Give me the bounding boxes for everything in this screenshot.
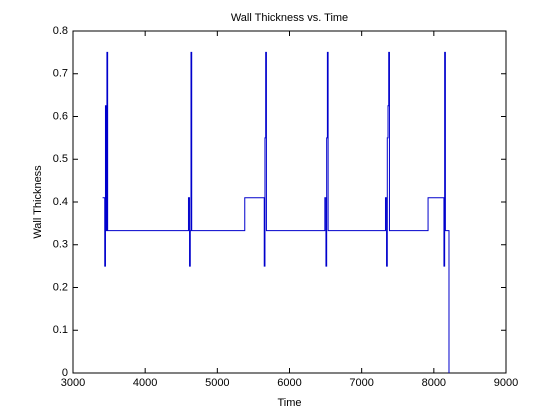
- y-tick-label: 0.8: [53, 25, 68, 37]
- y-tick-label: 0: [62, 367, 68, 379]
- plot-area: [72, 30, 507, 374]
- chart-title: Wall Thickness vs. Time: [231, 12, 348, 24]
- x-tick-label: 4000: [133, 377, 157, 389]
- y-tick-label: 0.6: [53, 110, 68, 122]
- y-tick-label: 0.4: [53, 196, 68, 208]
- x-tick-label: 9000: [494, 377, 518, 389]
- x-tick-label: 3000: [61, 377, 85, 389]
- x-tick-label: 7000: [349, 377, 373, 389]
- y-axis-label: Wall Thickness: [32, 165, 44, 239]
- x-tick-label: 8000: [422, 377, 446, 389]
- y-tick-label: 0.5: [53, 153, 68, 165]
- x-axis-label: Time: [277, 397, 301, 409]
- y-tick-label: 0.1: [53, 324, 68, 336]
- data-line: [102, 51, 450, 373]
- y-tick-label: 0.3: [53, 239, 68, 251]
- x-tick-label: 5000: [205, 377, 229, 389]
- y-tick-label: 0.7: [53, 68, 68, 80]
- y-tick-label: 0.2: [53, 281, 68, 293]
- x-tick-label: 6000: [277, 377, 301, 389]
